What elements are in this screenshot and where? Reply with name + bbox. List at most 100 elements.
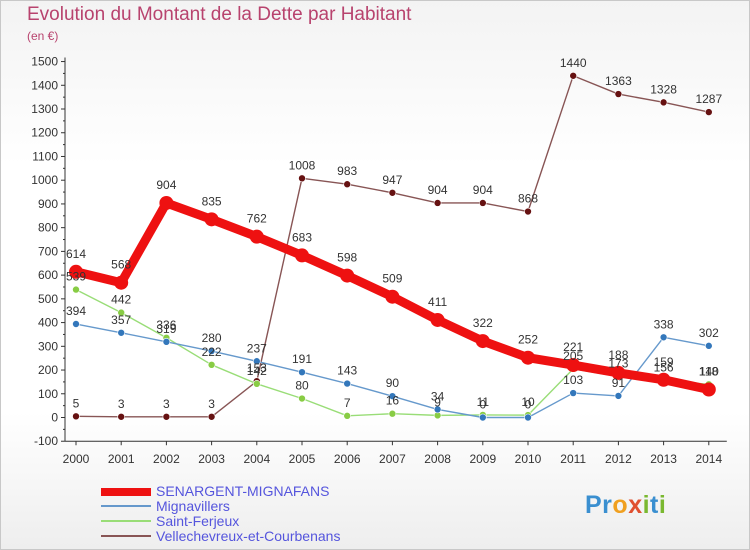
data-label-0: 252 (518, 333, 538, 347)
data-label-0: 904 (156, 178, 176, 192)
data-label-0: 411 (428, 295, 447, 309)
y-tick-label: 200 (38, 363, 58, 377)
x-tick-label: 2001 (108, 452, 135, 466)
data-label-0: 221 (563, 340, 583, 354)
data-label-3: 1328 (650, 82, 677, 96)
legend-label-mignavillers: Mignavillers (156, 498, 230, 514)
data-point-3 (343, 180, 352, 189)
data-label-3: 153 (247, 361, 267, 375)
y-tick-label: 1300 (31, 102, 58, 116)
y-tick-label: 500 (38, 292, 58, 306)
data-point-1 (388, 392, 397, 400)
data-point-1 (298, 368, 306, 376)
data-point-1 (524, 413, 532, 422)
legend-swatch-saint-ferjeux (101, 520, 151, 522)
proxiti-logo: Proxiti (585, 491, 667, 519)
data-label-3: 947 (382, 173, 402, 187)
data-point-2 (72, 285, 80, 294)
y-tick-label: -100 (34, 434, 58, 448)
x-tick-label: 2010 (515, 452, 542, 466)
chart-subtitle: (en €) (27, 29, 59, 43)
y-tick-label: 1200 (31, 126, 58, 140)
data-point-0 (340, 268, 355, 283)
data-label-2: 156 (654, 360, 674, 374)
legend-swatch-mignavillers (101, 505, 151, 507)
x-tick-label: 2009 (469, 452, 496, 466)
data-point-3 (207, 412, 216, 421)
chart-title: Evolution du Montant de la Dette par Hab… (27, 4, 412, 25)
data-point-1 (207, 347, 216, 355)
x-tick-label: 2012 (605, 452, 632, 466)
legend-swatch-vellechevreux (101, 535, 151, 537)
data-label-0: 118 (699, 364, 718, 378)
data-label-0: 509 (382, 272, 402, 286)
data-label-0: 762 (247, 212, 267, 226)
y-tick-label: 600 (38, 268, 58, 282)
data-label-2: 142 (247, 364, 267, 378)
data-point-3 (614, 90, 623, 98)
data-label-3: 983 (337, 164, 357, 178)
data-point-1 (72, 320, 80, 328)
data-label-2: 16 (386, 394, 400, 408)
data-point-3 (569, 71, 578, 80)
data-point-3 (117, 412, 125, 421)
y-tick-label: 400 (38, 316, 58, 330)
data-label-0: 835 (202, 194, 222, 208)
data-label-3: 3 (163, 397, 170, 411)
data-point-0 (114, 275, 129, 290)
x-tick-label: 2000 (63, 452, 90, 466)
data-label-1: 90 (386, 376, 400, 390)
y-tick-label: 100 (38, 387, 58, 401)
legend-swatch-senargent (101, 488, 151, 496)
data-label-2: 205 (563, 349, 583, 363)
data-point-0 (295, 248, 309, 263)
x-tick-label: 2014 (695, 452, 722, 466)
x-tick-label: 2008 (424, 452, 451, 466)
data-label-2: 80 (295, 379, 309, 393)
y-tick-label: 1400 (31, 78, 58, 92)
data-point-0 (611, 365, 626, 380)
x-tick-label: 2007 (379, 452, 406, 466)
data-point-3 (524, 207, 532, 216)
data-point-3 (659, 98, 668, 107)
data-label-1: 237 (247, 341, 267, 355)
data-point-0 (385, 289, 400, 304)
x-tick-label: 2006 (334, 452, 361, 466)
data-label-3: 1440 (560, 56, 587, 70)
data-label-3: 868 (518, 192, 538, 206)
data-point-0 (69, 264, 83, 279)
data-point-1 (343, 379, 352, 388)
data-label-3: 1008 (289, 158, 316, 172)
y-tick-label: 800 (38, 221, 58, 235)
data-point-0 (521, 350, 535, 365)
data-point-3 (478, 199, 487, 207)
data-label-0: 568 (111, 258, 131, 272)
data-label-2: 11 (477, 395, 490, 409)
data-point-1 (433, 405, 442, 414)
data-label-1: 103 (563, 373, 583, 387)
data-label-3: 5 (73, 396, 80, 410)
data-label-3: 1287 (695, 92, 722, 106)
data-point-3 (388, 188, 397, 197)
data-label-0: 159 (654, 355, 674, 369)
data-point-1 (569, 389, 578, 397)
data-point-1 (117, 328, 125, 337)
data-point-0 (656, 372, 671, 387)
data-point-1 (478, 413, 487, 422)
y-tick-label: 1100 (32, 149, 58, 163)
data-label-2: 7 (344, 396, 351, 410)
data-point-2 (388, 409, 397, 418)
data-label-2: 140 (699, 364, 719, 378)
data-label-2: 10 (521, 395, 535, 409)
data-label-1: 338 (654, 317, 674, 331)
data-point-2 (117, 308, 125, 317)
data-point-0 (204, 212, 219, 227)
data-point-0 (159, 195, 174, 210)
data-label-1: 143 (337, 364, 357, 378)
legend-label-saint-ferjeux: Saint-Ferjeux (156, 513, 240, 529)
data-label-0: 322 (473, 316, 493, 330)
data-label-1: 319 (156, 322, 176, 336)
data-point-1 (704, 342, 713, 350)
